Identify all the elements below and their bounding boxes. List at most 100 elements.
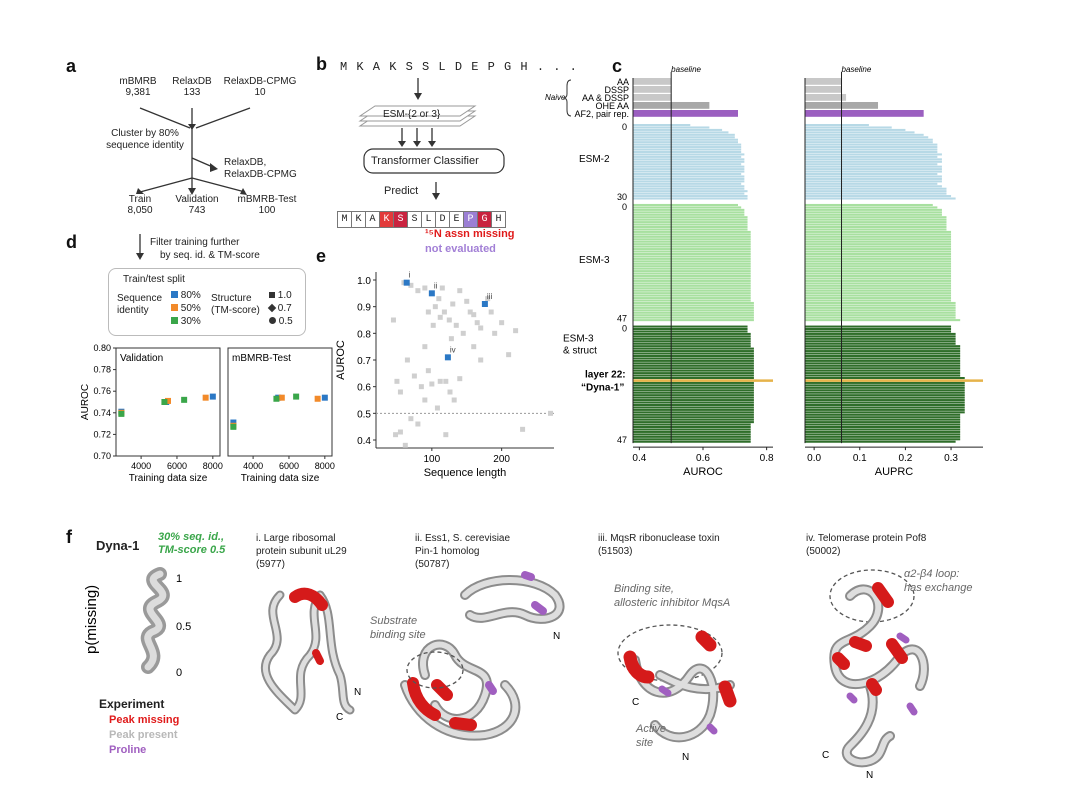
esm2-bar (633, 148, 742, 151)
protein-iv-structure: C N (822, 569, 929, 781)
esm3-struct-bar (633, 401, 754, 404)
data-point (443, 432, 449, 438)
data-point (492, 330, 498, 336)
highlight-label: iii (487, 292, 493, 301)
data-point (415, 288, 421, 294)
x-tick-label: 0.6 (696, 453, 710, 464)
esm3-bar (633, 238, 751, 241)
data-point (181, 396, 188, 403)
data-point (441, 309, 447, 315)
esm2-bar (805, 128, 906, 131)
esm3-bar (805, 284, 952, 287)
panel-c-bars: baseline 0.4 0.6 0.8 AUROC baseline 0.0 0.1 0.2 0… (545, 65, 983, 478)
esm2-bar (805, 168, 942, 171)
source-mbmrb: mBMRB 9,381 (119, 76, 157, 98)
esm3-bar (805, 297, 952, 300)
esm2-bar (633, 136, 735, 139)
esm3-group-label: ESM-3 (579, 255, 610, 266)
data-point (273, 395, 280, 402)
esm3-bar (805, 243, 952, 246)
swatch-50 (171, 304, 178, 311)
data-point (404, 357, 410, 363)
scale-tick-1: 1 (176, 573, 182, 585)
esm3-struct-bar (805, 433, 961, 436)
esm3-struct-bar (633, 416, 754, 419)
esm3-struct-bar (633, 418, 754, 421)
esm3-struct-bar (805, 399, 965, 402)
x-tick-label: 8000 (203, 461, 223, 471)
data-point (474, 320, 480, 326)
esm3-struct-bar (805, 403, 965, 406)
seq-cell: P (463, 211, 478, 228)
pmissing-label: p(missing) (83, 585, 100, 654)
esm2-bar (805, 163, 938, 166)
esm3-struct-bar (805, 440, 956, 443)
esm2-bar (805, 148, 938, 151)
esm3-bar (805, 221, 947, 224)
data-point (506, 352, 512, 358)
plot-title: Validation (120, 353, 163, 364)
data-point (478, 357, 484, 363)
highlight-point (428, 290, 435, 297)
esm3-bar (633, 240, 751, 243)
esm2-bar (805, 170, 942, 173)
esm3-bar (633, 248, 751, 251)
dyna1-label: Dyna-1 (96, 538, 140, 553)
filter-arrow (136, 234, 144, 260)
naive-row-label: AF2, pair rep. (574, 109, 629, 119)
esm2-bar (805, 146, 938, 149)
esm3-bar (633, 297, 751, 300)
naive-bar (805, 110, 924, 117)
esm3-struct-bar (633, 340, 751, 343)
esm3-bar (805, 245, 952, 248)
esm3-bar (633, 279, 751, 282)
protein-ii-structure: N (400, 571, 565, 741)
data-point (432, 304, 438, 310)
protein-ii-title: ii. Ess1, S. cerevisiae Pin-1 homolog (507… (415, 533, 511, 570)
data-point (451, 397, 457, 403)
esm3-bar (633, 206, 742, 209)
y-tick-label: 1.0 (357, 276, 371, 287)
panel-f-letter: f (66, 527, 72, 547)
protein-i-structure: N C (260, 587, 361, 723)
esm3-struct-bar (805, 362, 961, 365)
esm3-bar (805, 275, 952, 278)
esm3-bar (633, 272, 751, 275)
esm3-struct-bar (633, 440, 751, 443)
data-point (467, 309, 473, 315)
terminal-n-iv: N (866, 770, 873, 781)
loop-note: α2-β4 loop: has exchange (904, 568, 973, 594)
esm3-struct-bar (633, 335, 751, 338)
esm3-bar (633, 203, 738, 206)
seq-cell: S (407, 211, 422, 228)
esm3-struct-bar (633, 403, 754, 406)
highlight-label: iv (450, 345, 456, 354)
esm3-bar (805, 299, 952, 302)
data-point (422, 397, 428, 403)
pmissing-scale: p(missing) 1 0.5 0 (83, 567, 191, 679)
data-point (411, 373, 417, 379)
seq-cell: S (393, 211, 408, 228)
esm3-struct-bar (805, 325, 952, 328)
esm3-bar (633, 287, 751, 290)
esm2-bar (633, 160, 745, 163)
esm3-bar (633, 226, 748, 229)
esm3-bar (805, 311, 956, 314)
esm2-bar (633, 192, 745, 195)
esm3-bar (633, 265, 751, 268)
esm3-struct-bar (805, 359, 961, 362)
x-tick-label: 0.3 (944, 453, 958, 464)
data-point (161, 399, 168, 405)
esm3-struct-bar (805, 372, 961, 375)
esm3-bar (805, 228, 947, 231)
data-point (448, 336, 454, 342)
esm3-bar (633, 257, 751, 260)
data-point (430, 322, 436, 328)
esm2-bar (805, 141, 933, 144)
y-tick-label: 0.4 (357, 436, 371, 447)
esm3-struct-bar (805, 416, 961, 419)
esm2-bar (805, 190, 947, 193)
data-point (548, 410, 554, 416)
esm3-struct-bar (633, 374, 754, 377)
esm3-bar (805, 272, 952, 275)
